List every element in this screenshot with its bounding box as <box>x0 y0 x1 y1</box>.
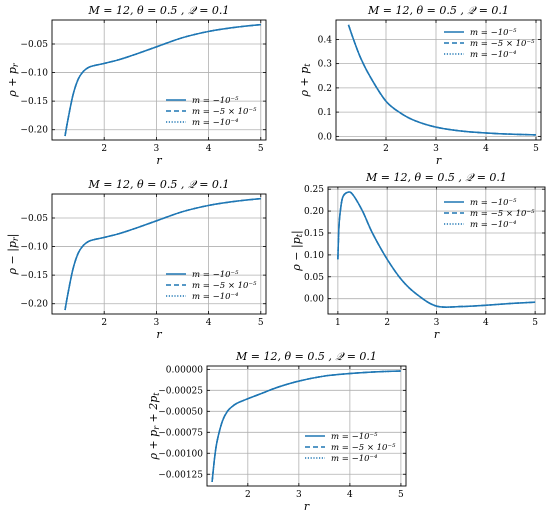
chart-title: M = 12, θ = 0.5 , 𝒬 = 0.1 <box>367 4 509 17</box>
plot-frame <box>335 19 542 141</box>
y-tick-label: −0.15 <box>20 271 48 281</box>
x-tick-label: 2 <box>245 490 251 500</box>
y-tick-label: 0.05 <box>304 273 324 283</box>
legend-label-2: m = −5 × 10⁻⁵ <box>470 39 535 49</box>
y-tick-label: −0.15 <box>20 97 48 107</box>
y-axis-label: ρ + pt <box>298 63 312 98</box>
y-tick-label: −0.00125 <box>158 470 203 480</box>
legend: m = −10⁻⁵m = −5 × 10⁻⁵m = −10⁻⁴ <box>444 198 535 230</box>
y-tick-label: 0.15 <box>304 229 324 239</box>
y-tick-label: −0.10 <box>20 243 48 253</box>
chart-panel-2: 2 3 4 5 0.0 0.1 0.2 0.3 0.4 M = 12, θ = 0.5 , 𝒬 =… <box>298 4 542 167</box>
chart-title: M = 12, θ = 0.5 , 𝒬 = 0.1 <box>88 4 230 17</box>
series-line-3 <box>64 23 261 137</box>
plot-frame <box>51 193 267 315</box>
y-tick-label: −0.00075 <box>158 428 203 438</box>
x-tick-label: 2 <box>384 318 390 328</box>
x-tick-label: 3 <box>154 318 160 328</box>
x-tick-label: 5 <box>258 144 264 154</box>
legend: m = −10⁻⁵m = −5 × 10⁻⁵m = −10⁻⁴ <box>444 28 535 60</box>
y-tick-label: −0.00100 <box>158 449 203 459</box>
series-line-3 <box>337 191 536 308</box>
legend-label-3: m = −10⁻⁴ <box>470 220 517 230</box>
y-axis-label: ρ − |pr| <box>6 234 20 276</box>
plot-frame <box>327 186 546 315</box>
y-tick-label: −0.20 <box>20 300 48 310</box>
legend: m = −10⁻⁵m = −5 × 10⁻⁵m = −10⁻⁴ <box>166 96 257 128</box>
chart-panel-3: 2 3 4 5 −0.20 −0.15 −0.10 −0.05 M = 12, θ = 0.5 … <box>6 178 267 341</box>
chart-title: M = 12, θ = 0.5 , 𝒬 = 0.1 <box>235 350 377 363</box>
chart-title: M = 12, θ = 0.5 , 𝒬 = 0.1 <box>88 178 230 191</box>
plot-frame <box>206 365 407 487</box>
x-tick-label: 4 <box>483 144 489 154</box>
x-tick-label: 5 <box>258 318 264 328</box>
y-tick-label: −0.10 <box>20 69 48 79</box>
legend-label-1: m = −10⁻⁵ <box>470 28 517 38</box>
x-tick-label: 3 <box>434 318 440 328</box>
legend-label-3: m = −10⁻⁴ <box>331 454 378 464</box>
x-tick-label: 2 <box>383 144 389 154</box>
y-tick-label: 0.4 <box>318 35 333 45</box>
x-tick-label: 4 <box>206 318 212 328</box>
series-line-2 <box>211 370 401 482</box>
y-tick-label: −0.05 <box>20 40 48 50</box>
legend: m = −10⁻⁵m = −5 × 10⁻⁵m = −10⁻⁴ <box>166 270 257 302</box>
legend: m = −10⁻⁵m = −5 × 10⁻⁵m = −10⁻⁴ <box>305 432 396 464</box>
y-tick-label: 0.0 <box>318 132 333 142</box>
series-line-3 <box>211 370 401 482</box>
x-tick-label: 4 <box>206 144 212 154</box>
y-tick-label: 0.00000 <box>166 365 203 375</box>
x-tick-label: 1 <box>335 318 341 328</box>
y-tick-label: 0.25 <box>304 185 324 195</box>
x-tick-label: 5 <box>398 490 404 500</box>
legend-label-2: m = −5 × 10⁻⁵ <box>331 443 396 453</box>
chart-title: M = 12, θ = 0.5 , 𝒬 = 0.1 <box>365 171 507 184</box>
x-tick-label: 3 <box>296 490 302 500</box>
y-tick-label: 0.00 <box>304 295 324 305</box>
x-tick-label: 3 <box>154 144 160 154</box>
series-line-3 <box>347 24 537 136</box>
y-tick-label: 0.3 <box>318 60 333 70</box>
series-line-3 <box>64 197 261 311</box>
y-tick-label: −0.00050 <box>158 407 203 417</box>
y-axis-label: ρ − |pt| <box>290 230 304 271</box>
y-tick-label: 0.20 <box>304 207 324 217</box>
legend-label-1: m = −10⁻⁵ <box>192 96 239 106</box>
legend-label-3: m = −10⁻⁴ <box>192 292 239 302</box>
chart-panel-5: 2 3 4 5 0.00000 −0.00025 −0.00050 −0.00075 −0.00… <box>147 350 407 513</box>
y-tick-label: 0.2 <box>318 84 332 94</box>
legend-label-1: m = −10⁻⁵ <box>192 270 239 280</box>
legend-label-3: m = −10⁻⁴ <box>192 118 239 128</box>
y-tick-label: 0.1 <box>318 108 332 118</box>
y-tick-label: −0.20 <box>20 126 48 136</box>
legend-label-2: m = −5 × 10⁻⁵ <box>470 209 535 219</box>
y-tick-label: −0.05 <box>20 214 48 224</box>
x-axis-label: r <box>156 328 162 341</box>
x-tick-label: 2 <box>101 144 107 154</box>
legend-label-2: m = −5 × 10⁻⁵ <box>192 281 257 291</box>
x-tick-label: 5 <box>532 318 538 328</box>
plot-frame <box>51 19 267 141</box>
y-axis-label: ρ + pr + 2pt <box>147 392 161 461</box>
y-tick-label: −0.00025 <box>158 386 203 396</box>
x-axis-label: r <box>304 500 310 513</box>
x-tick-label: 3 <box>433 144 439 154</box>
x-axis-label: r <box>434 328 440 341</box>
x-tick-label: 5 <box>533 144 539 154</box>
x-axis-label: r <box>156 154 162 167</box>
x-axis-label: r <box>436 154 442 167</box>
y-axis-label: ρ + pr <box>6 62 20 98</box>
chart-panel-4: 1 2 3 4 5 0.00 0.05 0.10 0.15 0.20 0.25 M = 12, θ =… <box>290 171 546 341</box>
x-tick-label: 2 <box>101 318 107 328</box>
x-tick-label: 4 <box>347 490 353 500</box>
legend-label-2: m = −5 × 10⁻⁵ <box>192 107 257 117</box>
legend-label-1: m = −10⁻⁵ <box>331 432 378 442</box>
x-tick-label: 4 <box>483 318 489 328</box>
series-line-1 <box>211 370 401 482</box>
legend-label-3: m = −10⁻⁴ <box>470 50 517 60</box>
legend-label-1: m = −10⁻⁵ <box>470 198 517 208</box>
chart-panel-1: 2 3 4 5 −0.20 −0.15 −0.10 −0.05 M = 12, θ = 0.5 … <box>6 4 267 167</box>
y-tick-label: 0.10 <box>304 251 324 261</box>
